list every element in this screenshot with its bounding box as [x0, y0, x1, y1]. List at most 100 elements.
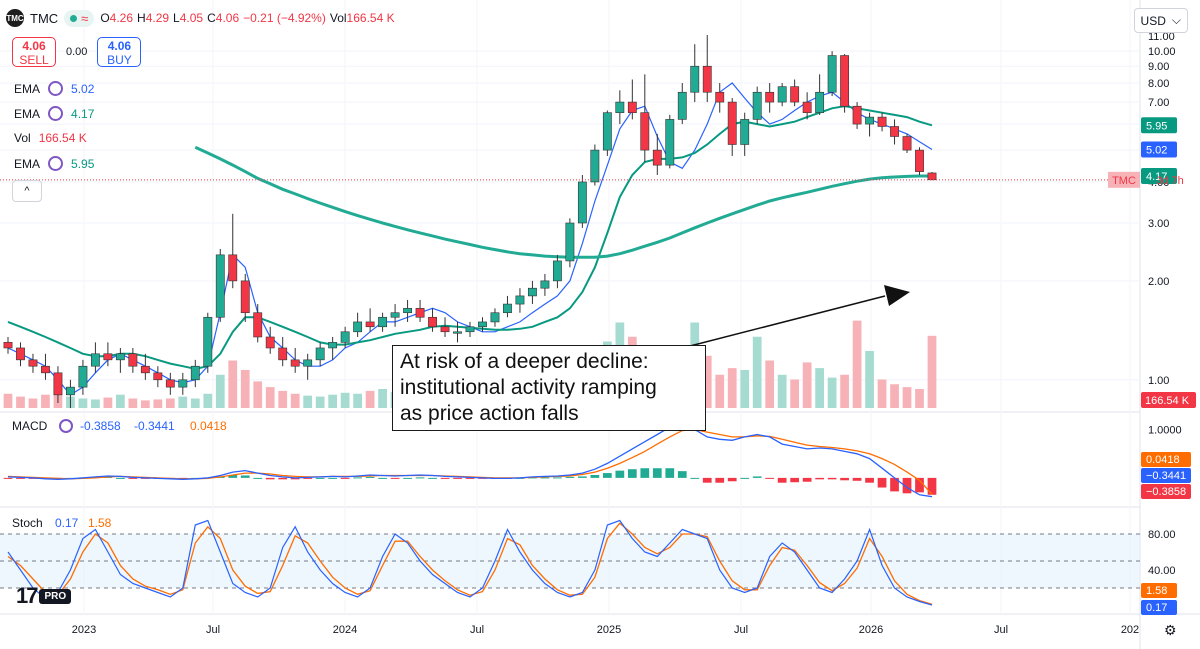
volume-bar — [178, 396, 188, 408]
price-tick-label: 9.00 — [1148, 61, 1169, 73]
candle-body — [465, 326, 475, 333]
buy-button[interactable]: 4.06 BUY — [97, 37, 142, 67]
candle-body — [403, 308, 412, 314]
candle-body — [627, 101, 637, 113]
ohlc-key: C — [207, 11, 216, 25]
candle-body — [777, 86, 787, 103]
annotation-line: At risk of a deeper decline: — [400, 350, 649, 373]
indicator-settings-icon[interactable] — [48, 156, 64, 171]
price-label-bg — [1141, 141, 1177, 158]
stoch-legend-name: Stoch — [12, 516, 43, 530]
volume-bar — [91, 399, 100, 408]
collapse-legend-button[interactable]: ^ — [12, 180, 42, 202]
volume-bar — [215, 374, 225, 408]
candle-body — [552, 260, 562, 282]
macd-histogram-bar — [777, 477, 787, 483]
chart-settings-gear-icon[interactable]: ⚙ — [1164, 622, 1177, 638]
ohlc-value: 4.05 — [179, 11, 204, 25]
ohlc-item: H4.29 — [137, 11, 169, 25]
candle-body — [378, 316, 388, 328]
indicator-value: 5.02 — [71, 81, 95, 96]
indicator-settings-icon[interactable] — [48, 81, 64, 96]
volume-bar — [103, 397, 113, 408]
stoch-d-value: 1.58 — [88, 516, 112, 530]
ohlc-key: Vol — [329, 11, 347, 25]
macd-hist-value: 0.0418 — [190, 419, 227, 433]
candle-body — [540, 280, 550, 289]
candle-body — [827, 55, 837, 93]
ohlc-item: C4.06 — [207, 11, 239, 25]
indicator-legend-ema-3[interactable]: EMA 5.95 — [14, 156, 94, 171]
macd-histogram-bar — [16, 477, 25, 479]
sell-button[interactable]: 4.06 SELL — [12, 37, 56, 67]
macd-histogram-bar — [652, 468, 662, 478]
indicator-legend-ema-2[interactable]: EMA 4.17 — [14, 106, 94, 121]
price-axis-label: 4.17 — [1146, 171, 1167, 183]
volume-bar — [165, 398, 175, 408]
volume-bar — [16, 396, 25, 408]
candle-body — [140, 365, 150, 374]
price-axis-label: 5.95 — [1146, 120, 1167, 132]
macd-histogram-bar — [428, 477, 437, 479]
candle-body — [615, 101, 625, 113]
macd-axis-label-bg — [1141, 452, 1191, 467]
candle-body — [3, 342, 13, 349]
macd-histogram-bar — [240, 475, 250, 478]
macd-axis-label: −0.3441 — [1146, 470, 1186, 482]
macd-axis-label-bg — [1141, 484, 1191, 499]
time-tick-label: Jul — [206, 624, 220, 636]
macd-histogram-bar — [802, 477, 812, 482]
indicator-value: 166.54 K — [38, 131, 87, 145]
volume-bar — [240, 370, 250, 408]
price-tick-label: 1.00 — [1148, 375, 1169, 387]
candle-body — [328, 342, 338, 349]
candle-body — [727, 101, 737, 145]
candle-body — [790, 86, 800, 103]
symbol-name[interactable]: TMC — [30, 10, 59, 26]
indicator-legend-ema-1[interactable]: EMA 5.02 — [14, 81, 94, 96]
indicator-legend-volume[interactable]: Vol 166.54 K — [14, 131, 87, 145]
volume-bar — [777, 374, 787, 408]
time-tick-label: 2025 — [597, 624, 621, 636]
macd-histogram-bar — [465, 477, 475, 479]
market-status-pill[interactable]: ≈ — [64, 9, 95, 27]
macd-histogram-bar — [353, 477, 362, 479]
volume-bar — [153, 399, 163, 408]
candle-body — [478, 321, 487, 328]
volume-bar — [228, 360, 238, 408]
candle-body — [390, 312, 400, 318]
volume-bar — [365, 390, 375, 408]
time-tick-label: 2024 — [333, 624, 357, 636]
macd-histogram-bar — [128, 477, 138, 479]
indicator-name: EMA — [14, 156, 41, 171]
macd-histogram-bar — [890, 477, 899, 492]
candle-body — [53, 372, 63, 396]
macd-histogram-bar — [590, 474, 600, 478]
volume-bar — [140, 400, 150, 408]
volume-bar — [190, 398, 200, 408]
price-label-bg — [1141, 117, 1177, 134]
volume-bar — [927, 335, 937, 408]
candle-body — [577, 181, 587, 224]
candle-body — [440, 326, 450, 333]
macd-histogram-bar — [765, 477, 775, 479]
macd-histogram-bar — [265, 477, 275, 480]
ohlc-value: 4.06 — [215, 11, 240, 25]
macd-histogram-bar — [116, 477, 125, 479]
candle-body — [103, 353, 113, 361]
currency-selector[interactable]: USD ⌵ — [1133, 8, 1188, 33]
tradingview-mark-icon: 17 — [16, 583, 39, 608]
indicator-settings-icon[interactable] — [48, 106, 64, 121]
macd-histogram-bar — [740, 477, 750, 479]
macd-histogram-bar — [665, 468, 675, 478]
candle-body — [28, 359, 38, 367]
time-tick-label: 2026 — [859, 624, 883, 636]
volume-bar — [877, 379, 887, 408]
candle-body — [640, 112, 650, 151]
macd-histogram-bar — [815, 477, 824, 480]
macd-histogram-bar — [378, 477, 387, 479]
ohlc-key: L — [173, 11, 180, 25]
candle-body — [365, 321, 375, 328]
candle-body — [240, 280, 250, 314]
